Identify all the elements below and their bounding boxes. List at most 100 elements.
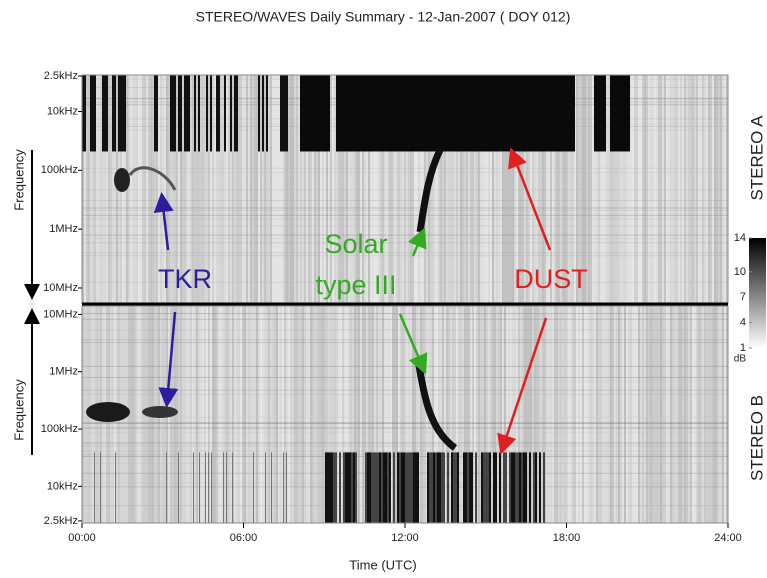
spectrogram-texture bbox=[562, 306, 564, 523]
spectrogram-texture bbox=[94, 452, 95, 523]
spectrogram-texture bbox=[100, 75, 102, 303]
spectrogram-texture bbox=[94, 75, 96, 152]
spectrogram-texture bbox=[544, 75, 546, 303]
spectrogram-texture bbox=[686, 306, 688, 523]
spectrogram-texture bbox=[702, 306, 704, 523]
spectrogram-texture bbox=[172, 75, 174, 152]
spectrogram-texture bbox=[476, 75, 478, 303]
spectrogram-texture bbox=[82, 199, 728, 201]
spectrogram-texture bbox=[564, 75, 566, 303]
spectrogram-texture bbox=[284, 75, 286, 303]
spectrogram-texture bbox=[82, 167, 728, 169]
spectrogram-texture bbox=[556, 75, 558, 303]
y-tick-label: 10MHz bbox=[43, 308, 78, 320]
spectrogram-texture bbox=[604, 306, 606, 523]
spectrogram-texture bbox=[254, 75, 256, 303]
spectrogram-texture bbox=[594, 75, 606, 152]
spectrogram-texture bbox=[122, 75, 124, 152]
spectrogram-texture bbox=[470, 75, 472, 303]
spectrogram-texture bbox=[386, 306, 388, 523]
colorbar-unit: dB bbox=[734, 354, 747, 365]
spectrogram-texture bbox=[354, 75, 356, 303]
spectrogram-texture bbox=[710, 306, 712, 523]
spectrogram-texture bbox=[490, 75, 492, 303]
spectrogram-texture bbox=[398, 75, 400, 303]
spectrogram-texture bbox=[250, 306, 252, 523]
spectrogram-texture bbox=[296, 306, 298, 523]
spectrogram-texture bbox=[512, 75, 514, 303]
spectrogram-texture bbox=[412, 306, 414, 523]
arrow bbox=[153, 192, 174, 251]
spectrogram-texture bbox=[82, 75, 84, 152]
spectrogram-texture bbox=[326, 306, 328, 523]
spectrogram-texture bbox=[438, 306, 440, 523]
spectrogram-texture bbox=[312, 306, 314, 523]
spectrogram-texture bbox=[82, 234, 728, 236]
spectrogram-texture bbox=[230, 75, 232, 152]
spectrogram-texture bbox=[320, 306, 322, 523]
spectrogram-texture bbox=[570, 306, 572, 523]
spectrogram-texture bbox=[392, 75, 394, 303]
spectrogram-texture bbox=[104, 75, 106, 303]
spectrogram-texture bbox=[672, 75, 674, 303]
spectrogram-texture bbox=[360, 306, 362, 523]
spectrogram-texture bbox=[82, 450, 728, 452]
spectrogram-texture bbox=[696, 75, 698, 303]
spectrogram-texture bbox=[318, 306, 320, 523]
spectrogram-texture bbox=[562, 75, 564, 303]
spectrogram-texture bbox=[418, 75, 420, 303]
spectrogram-texture bbox=[268, 306, 270, 523]
spectrogram-texture bbox=[346, 306, 348, 523]
spectrogram-texture bbox=[430, 75, 432, 303]
spectrogram-texture bbox=[552, 75, 554, 303]
spectrogram-texture bbox=[86, 402, 130, 422]
spectrogram-texture bbox=[552, 306, 554, 523]
spectrogram-texture bbox=[242, 75, 244, 303]
spectrogram-texture bbox=[390, 306, 392, 523]
spectrogram-texture bbox=[90, 75, 92, 303]
spectrogram-texture bbox=[504, 306, 506, 523]
spectrogram-texture bbox=[216, 75, 218, 152]
spectrogram-texture bbox=[518, 75, 520, 303]
spectrogram-texture bbox=[490, 306, 492, 523]
spectrogram-texture bbox=[286, 75, 288, 152]
spectrogram-texture bbox=[680, 75, 682, 303]
spectrogram-texture bbox=[451, 452, 453, 523]
spectrogram-texture bbox=[636, 306, 638, 523]
spectrogram-texture bbox=[584, 75, 586, 303]
spectrogram-texture bbox=[356, 75, 358, 303]
spectrogram-texture bbox=[316, 306, 318, 523]
spectrogram-texture bbox=[485, 452, 487, 523]
spectrogram-texture bbox=[540, 75, 542, 303]
spectrogram-texture bbox=[676, 306, 678, 523]
spectrogram-texture bbox=[429, 452, 431, 523]
spectrogram-texture bbox=[471, 452, 473, 523]
spectrogram-texture bbox=[646, 306, 648, 523]
spectrogram-texture bbox=[554, 306, 556, 523]
spectrogram-texture bbox=[114, 168, 130, 192]
spectrogram-texture bbox=[322, 75, 324, 303]
spectrogram-texture bbox=[462, 75, 464, 303]
spectrogram-texture bbox=[340, 75, 342, 303]
spectrogram-texture bbox=[674, 75, 676, 303]
spectrogram-texture bbox=[408, 306, 410, 523]
spectrogram-texture bbox=[334, 306, 336, 523]
spectrogram-texture bbox=[548, 75, 550, 303]
spectrogram-texture bbox=[358, 306, 360, 523]
spectrogram-texture bbox=[524, 306, 526, 523]
spectrogram-texture bbox=[402, 75, 404, 303]
spectrogram-texture bbox=[82, 242, 728, 244]
spectrogram-texture bbox=[194, 75, 196, 152]
spectrogram-texture bbox=[106, 75, 108, 152]
spectrogram-texture bbox=[342, 75, 344, 303]
spectrogram-texture bbox=[232, 306, 234, 523]
spectrogram-texture bbox=[402, 306, 404, 523]
spectrogram-texture bbox=[403, 452, 405, 523]
spectrogram-texture bbox=[335, 452, 337, 523]
spectrogram-texture bbox=[442, 306, 444, 523]
spectrogram-texture bbox=[82, 252, 728, 254]
x-tick-label: 24:00 bbox=[714, 532, 742, 544]
spectrogram-texture bbox=[92, 75, 94, 303]
spectrogram-texture bbox=[210, 75, 212, 152]
spectrogram-texture bbox=[182, 75, 184, 303]
